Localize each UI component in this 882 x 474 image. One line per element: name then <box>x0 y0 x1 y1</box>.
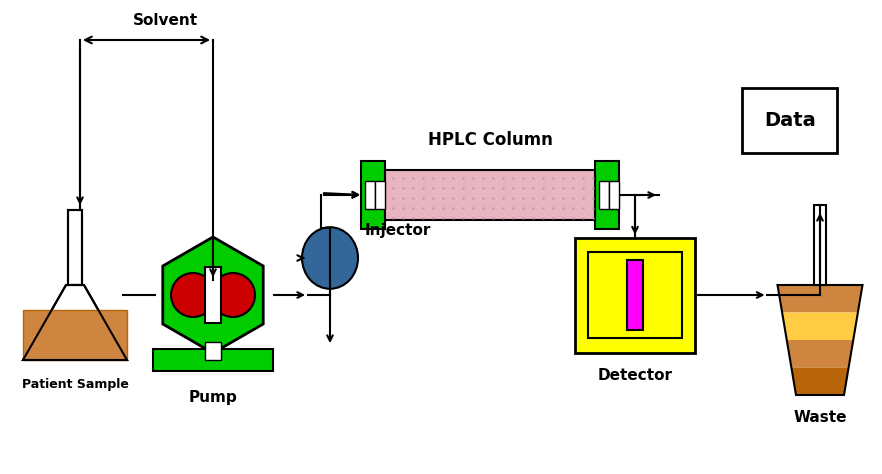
FancyBboxPatch shape <box>375 181 385 209</box>
Text: Detector: Detector <box>597 367 672 383</box>
FancyBboxPatch shape <box>743 88 838 153</box>
FancyBboxPatch shape <box>365 181 375 209</box>
Ellipse shape <box>302 227 358 289</box>
Text: Solvent: Solvent <box>133 13 198 28</box>
Text: Data: Data <box>764 110 816 129</box>
FancyBboxPatch shape <box>23 310 127 360</box>
Text: HPLC Column: HPLC Column <box>428 131 552 149</box>
Polygon shape <box>23 285 127 360</box>
Polygon shape <box>778 285 863 312</box>
FancyBboxPatch shape <box>595 161 619 229</box>
Circle shape <box>211 273 255 317</box>
FancyBboxPatch shape <box>205 267 221 323</box>
Text: Waste: Waste <box>793 410 847 425</box>
FancyBboxPatch shape <box>361 161 385 229</box>
Text: Patient Sample: Patient Sample <box>21 378 129 391</box>
FancyBboxPatch shape <box>588 253 682 337</box>
FancyBboxPatch shape <box>599 181 609 209</box>
FancyBboxPatch shape <box>385 170 595 220</box>
Polygon shape <box>782 312 858 340</box>
FancyBboxPatch shape <box>205 342 221 360</box>
FancyBboxPatch shape <box>68 210 82 285</box>
FancyBboxPatch shape <box>627 260 643 329</box>
Polygon shape <box>791 367 848 395</box>
FancyBboxPatch shape <box>609 181 619 209</box>
Polygon shape <box>787 340 853 367</box>
FancyBboxPatch shape <box>814 205 826 285</box>
FancyBboxPatch shape <box>575 237 695 353</box>
Text: Pump: Pump <box>189 390 237 405</box>
Circle shape <box>171 273 215 317</box>
Text: Injector: Injector <box>365 223 431 238</box>
Polygon shape <box>163 237 263 353</box>
FancyBboxPatch shape <box>153 349 273 371</box>
